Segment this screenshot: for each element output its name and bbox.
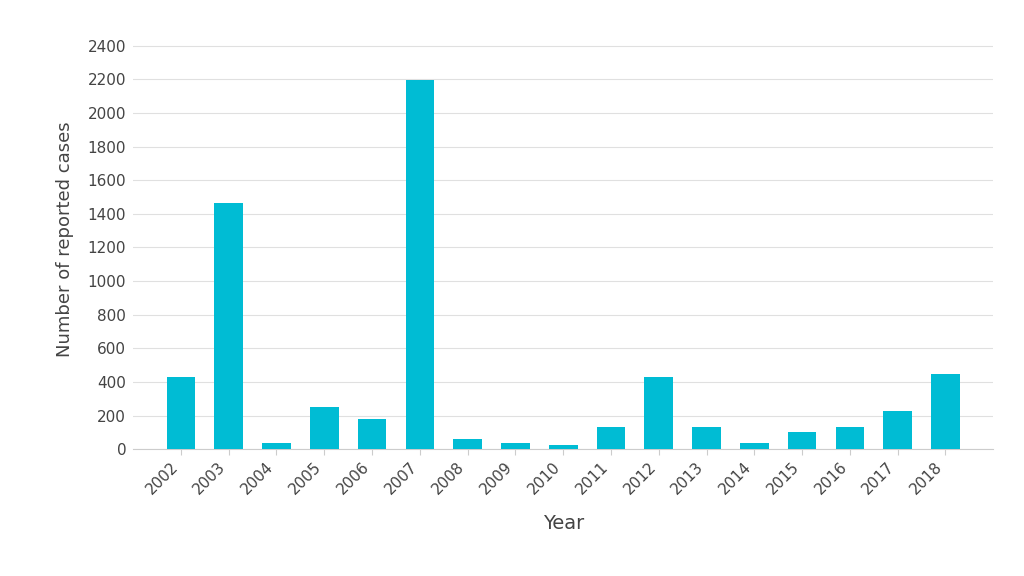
Bar: [787, 431, 816, 449]
Bar: [740, 442, 769, 449]
Bar: [167, 377, 196, 449]
Bar: [454, 439, 482, 449]
Bar: [597, 427, 626, 449]
Bar: [501, 442, 529, 449]
Bar: [884, 411, 912, 449]
Bar: [836, 427, 864, 449]
Bar: [262, 444, 291, 449]
Bar: [310, 407, 339, 449]
Bar: [214, 203, 243, 449]
Bar: [549, 445, 578, 449]
Bar: [406, 80, 434, 449]
Bar: [931, 374, 959, 449]
Bar: [692, 427, 721, 449]
Bar: [357, 419, 386, 449]
X-axis label: Year: Year: [543, 514, 584, 533]
Y-axis label: Number of reported cases: Number of reported cases: [55, 121, 74, 357]
Bar: [644, 377, 673, 449]
